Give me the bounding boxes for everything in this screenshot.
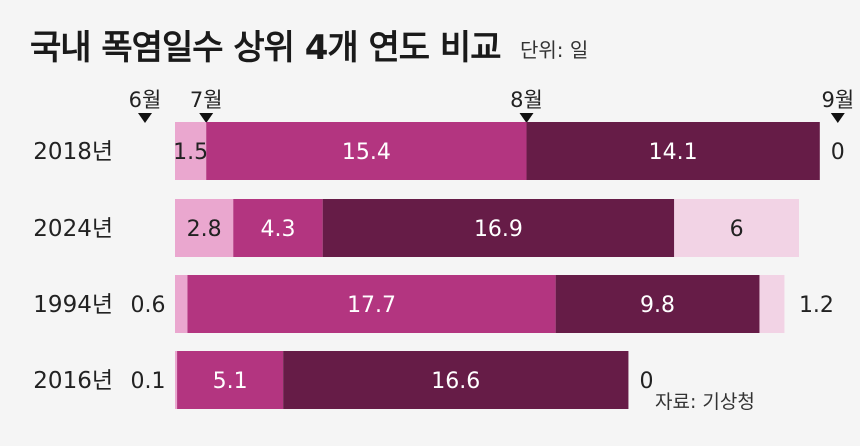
month-marker-icon bbox=[519, 113, 534, 123]
data-label: 2.8 bbox=[187, 217, 222, 242]
data-label: 1.2 bbox=[799, 293, 834, 318]
data-label: 4.3 bbox=[260, 217, 295, 242]
data-label: 9.8 bbox=[640, 293, 675, 318]
bar-segment bbox=[322, 199, 675, 257]
chart-title: 국내 폭염일수 상위 4개 연도 비교 bbox=[30, 28, 501, 68]
data-label: 14.1 bbox=[649, 140, 698, 165]
unit-label: 단위: 일 bbox=[520, 38, 589, 62]
bar-segment bbox=[233, 199, 323, 257]
bar-segment bbox=[206, 122, 527, 180]
data-label: 0.6 bbox=[131, 293, 166, 318]
bar-segment bbox=[175, 199, 234, 257]
bar-segment bbox=[187, 275, 556, 333]
month-marker-icon bbox=[199, 113, 214, 123]
category-label: 2024년 bbox=[33, 216, 113, 242]
bar-segment bbox=[175, 275, 188, 333]
month-label: 8월 bbox=[510, 88, 543, 112]
month-label: 7월 bbox=[190, 88, 223, 112]
bar-segment bbox=[283, 351, 629, 409]
data-label: 0.1 bbox=[131, 369, 166, 394]
data-label: 0 bbox=[831, 140, 845, 165]
data-label: 6 bbox=[730, 217, 744, 242]
bar-segment bbox=[759, 275, 785, 333]
data-label: 16.6 bbox=[431, 369, 480, 394]
bar-segment bbox=[175, 122, 207, 180]
data-label: 5.1 bbox=[213, 369, 248, 394]
bar-segment bbox=[555, 275, 760, 333]
category-label: 2016년 bbox=[33, 368, 113, 394]
data-label: 15.4 bbox=[342, 140, 391, 165]
month-label: 9월 bbox=[821, 88, 854, 112]
source-label: 자료: 기상청 bbox=[655, 391, 755, 413]
data-label: 17.7 bbox=[347, 293, 396, 318]
data-label: 0 bbox=[639, 369, 653, 394]
bar-segment bbox=[177, 351, 284, 409]
data-label: 1.5 bbox=[173, 140, 208, 165]
category-label: 1994년 bbox=[33, 292, 113, 318]
data-label: 16.9 bbox=[474, 217, 523, 242]
category-label: 2018년 bbox=[33, 139, 113, 165]
bar-segment bbox=[674, 199, 799, 257]
month-marker-icon bbox=[138, 113, 152, 123]
bar-segment bbox=[526, 122, 820, 180]
bar-segment bbox=[175, 351, 178, 409]
month-label: 6월 bbox=[129, 88, 162, 112]
month-marker-icon bbox=[830, 113, 845, 123]
